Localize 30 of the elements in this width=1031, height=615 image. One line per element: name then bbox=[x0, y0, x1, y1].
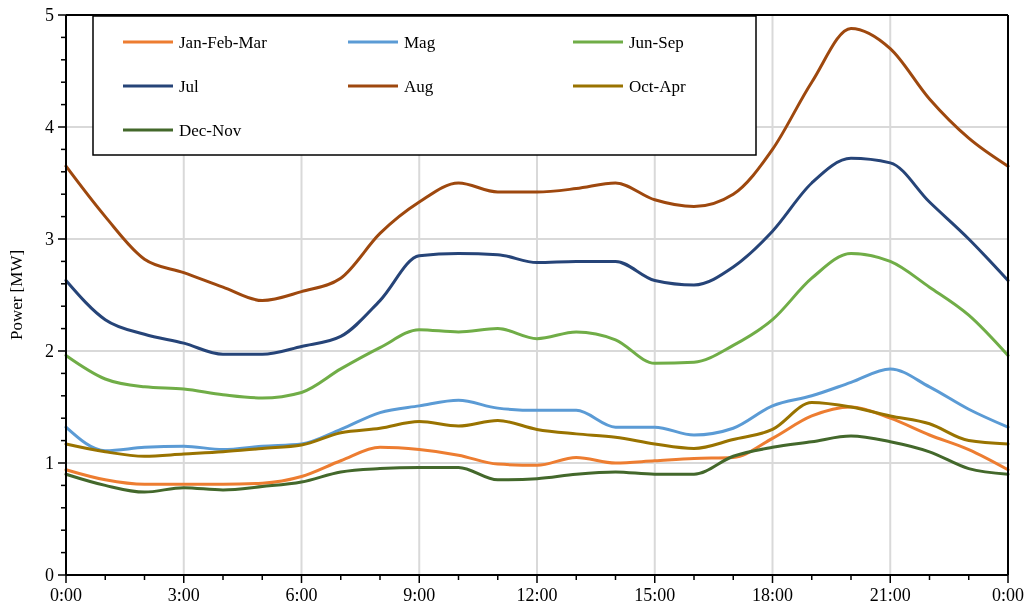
line-series bbox=[64, 156, 1010, 356]
legend-label: Dec-Nov bbox=[179, 121, 242, 140]
line-series bbox=[64, 405, 1010, 486]
y-tick-label: 2 bbox=[45, 341, 54, 361]
x-tick-label: 18:00 bbox=[751, 585, 794, 605]
x-tick-label: 12:00 bbox=[516, 585, 558, 605]
line-series bbox=[64, 401, 1010, 458]
x-tick-label: 0:00 bbox=[991, 585, 1025, 605]
x-tick-label: 21:00 bbox=[869, 585, 911, 605]
x-tick-label: 15:00 bbox=[634, 585, 676, 605]
x-tick-label: 6:00 bbox=[285, 585, 318, 605]
line-series bbox=[64, 26, 1010, 303]
legend-label: Jul bbox=[179, 77, 200, 96]
line-series bbox=[64, 367, 1010, 453]
y-tick-label: 4 bbox=[45, 117, 54, 137]
y-tick-label: 3 bbox=[45, 229, 54, 249]
x-tick-label: 9:00 bbox=[403, 585, 436, 605]
legend-label: Oct-Apr bbox=[629, 77, 686, 96]
x-tick-label: 3:00 bbox=[167, 585, 200, 605]
y-tick-label: 0 bbox=[45, 565, 54, 585]
legend-label: Jun-Sep bbox=[629, 33, 684, 52]
x-tick-label: 0:00 bbox=[49, 585, 83, 605]
line-series bbox=[64, 434, 1010, 494]
legend-label: Mag bbox=[404, 33, 436, 52]
legend-label: Jan-Feb-Mar bbox=[179, 33, 268, 52]
y-tick-label: 1 bbox=[45, 453, 54, 473]
y-axis-title: Power [MW] bbox=[7, 249, 26, 341]
y-tick-label: 5 bbox=[45, 5, 54, 25]
line-series bbox=[64, 252, 1010, 400]
legend-label: Aug bbox=[404, 77, 434, 96]
